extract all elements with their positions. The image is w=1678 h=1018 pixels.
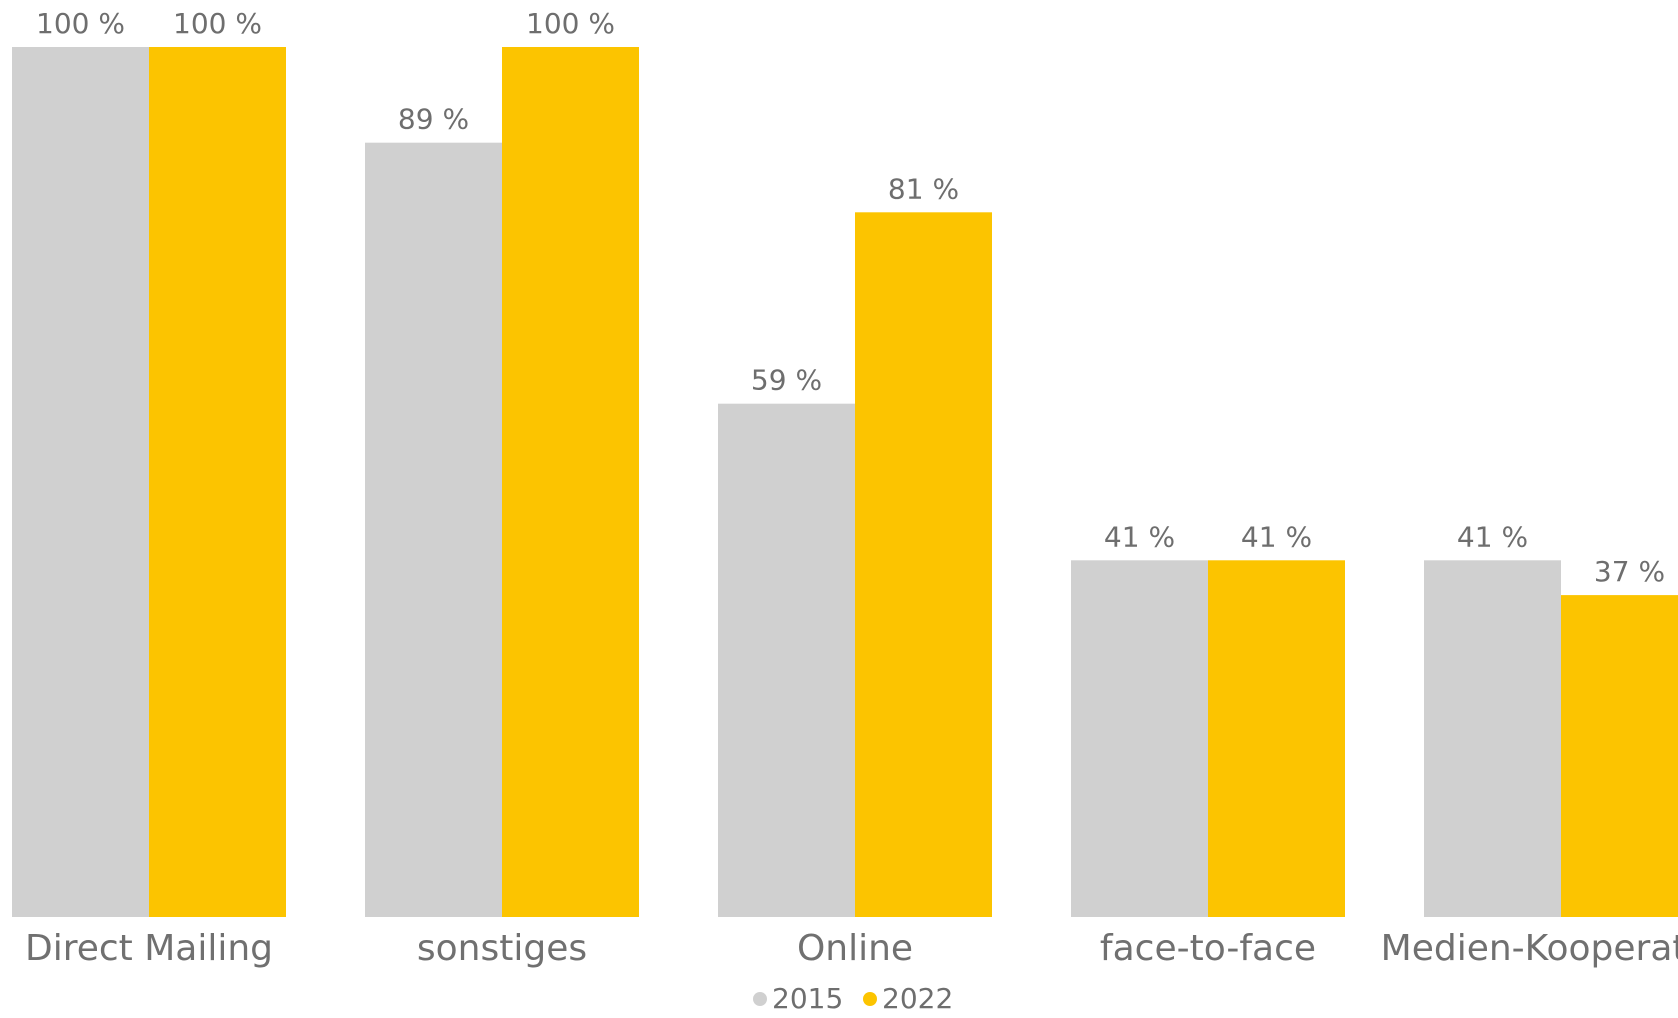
- value-label-medien-kooperation-2015: 41 %: [1457, 520, 1528, 553]
- value-label-sonstiges-2022: 100 %: [526, 7, 615, 40]
- value-label-sonstiges-2015: 89 %: [398, 103, 469, 136]
- value-label-medien-kooperation-2022: 37 %: [1594, 555, 1665, 588]
- bar-sonstiges-2022: [502, 47, 639, 917]
- category-label-online: Online: [797, 928, 913, 969]
- category-label-direct-mailing: Direct Mailing: [25, 928, 273, 969]
- value-label-direct-mailing-2022: 100 %: [173, 7, 262, 40]
- value-label-face-to-face-2015: 41 %: [1104, 520, 1175, 553]
- bar-medien-kooperation-2015: [1424, 560, 1561, 917]
- value-label-direct-mailing-2015: 100 %: [36, 7, 125, 40]
- legend: 2015 2022: [753, 982, 953, 1015]
- legend-marker-2015: [753, 992, 767, 1006]
- bar-face-to-face-2015: [1071, 560, 1208, 917]
- legend-label-2022: 2022: [882, 982, 953, 1015]
- bar-direct-mailing-2015: [12, 47, 149, 917]
- value-label-online-2015: 59 %: [751, 364, 822, 397]
- category-labels-group: Direct Mailing sonstiges Online face-to-fac…: [25, 928, 1678, 969]
- value-label-face-to-face-2022: 41 %: [1241, 520, 1312, 553]
- category-label-face-to-face: face-to-face: [1100, 928, 1316, 969]
- bars-group: [12, 47, 1678, 918]
- bar-sonstiges-2015: [365, 142, 502, 917]
- bar-face-to-face-2022: [1208, 560, 1345, 917]
- category-label-sonstiges: sonstiges: [417, 928, 587, 969]
- bar-online-2022: [855, 212, 992, 918]
- value-labels-group: 100 % 100 % 89 % 100 % 59 % 81 % 41 % 41 % 41 % 3…: [36, 7, 1665, 588]
- bar-medien-kooperation-2022: [1561, 595, 1678, 917]
- bar-online-2015: [718, 403, 855, 917]
- bar-direct-mailing-2022: [149, 47, 286, 917]
- legend-label-2015: 2015: [772, 982, 843, 1015]
- value-label-online-2022: 81 %: [888, 172, 959, 205]
- legend-marker-2022: [863, 992, 877, 1006]
- category-label-medien-kooperation: Medien-Kooperation: [1381, 928, 1678, 969]
